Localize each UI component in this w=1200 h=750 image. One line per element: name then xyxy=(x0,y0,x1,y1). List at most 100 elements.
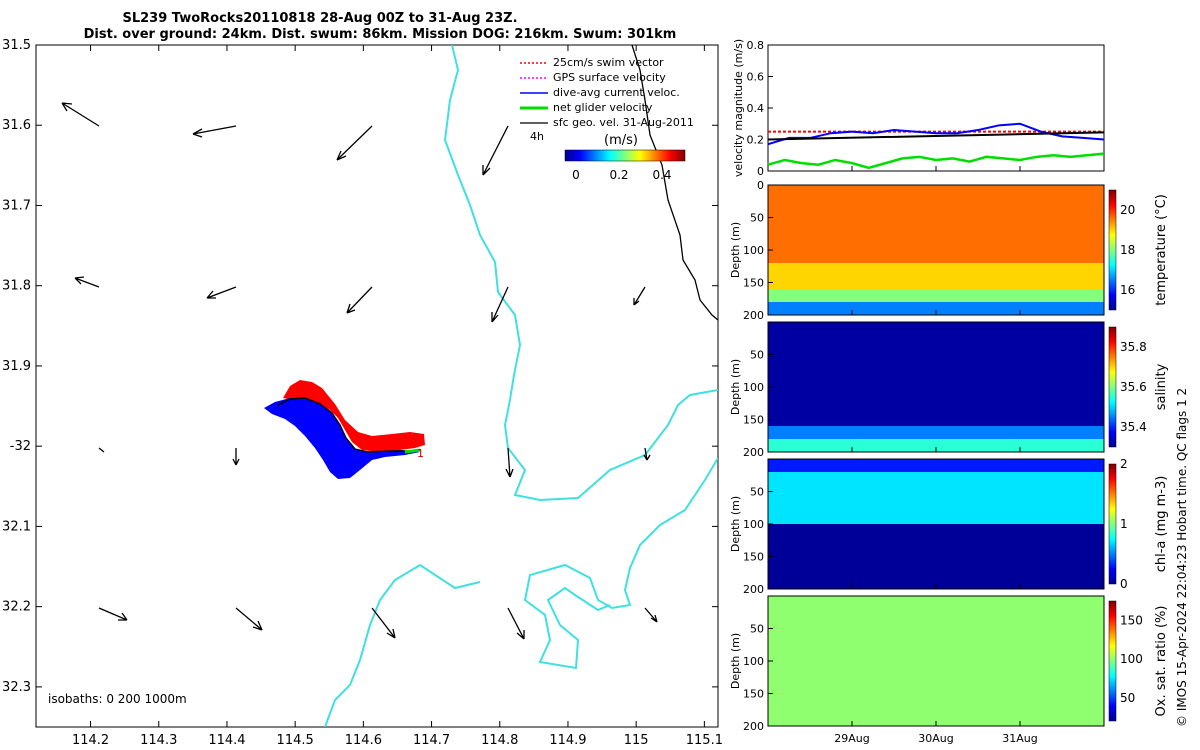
velocity-y-tick-label: 0 xyxy=(757,165,764,178)
velocity-y-tick-label: 0.8 xyxy=(747,39,765,52)
heatmap-layer xyxy=(768,459,1104,472)
map-y-tick-label: 32.2 xyxy=(2,600,31,615)
map-y-tick-label: 31.6 xyxy=(2,118,31,133)
heatmap-colorbar xyxy=(1108,326,1117,448)
geo-arrow xyxy=(371,607,396,639)
geo-arrow xyxy=(192,125,237,138)
map-colorbar-tick: 0.2 xyxy=(609,168,628,182)
heatmap-layer xyxy=(768,289,1104,302)
geo-arrow xyxy=(98,607,128,621)
map-y-tick-label: 32.3 xyxy=(2,680,31,695)
legend-label-net: net glider velocity xyxy=(553,101,653,114)
geo-arrow xyxy=(482,125,509,176)
heatmap-y-tick-label: 150 xyxy=(743,688,764,701)
map-y-tick-label: 31.9 xyxy=(2,359,31,374)
map-panel: 1 25cm/s swim vector GPS surface velocit… xyxy=(2,38,723,748)
legend-net-velocity: net glider velocity xyxy=(520,101,653,114)
time-axis-label: 31Aug xyxy=(1002,732,1037,745)
geo-arrow xyxy=(346,286,373,314)
footer-credit: © IMOS 15-Apr-2024 22:04:23 Hobart time.… xyxy=(1175,388,1189,727)
velocity-frame xyxy=(767,44,1105,172)
heatmap-colorbar-tick: 2 xyxy=(1120,457,1128,471)
heatmap-y-tick-label: 50 xyxy=(750,349,764,362)
map-x-tick-label: 114.4 xyxy=(208,733,245,748)
map-y-tick-label: 32.1 xyxy=(2,519,31,534)
heatmap-layer xyxy=(768,185,1104,263)
map-colorbar xyxy=(564,149,686,162)
heatmap-ylabel: Depth (m) xyxy=(729,496,742,552)
heatmap-colorbar-label: salinity xyxy=(1154,363,1169,410)
geo-arrow xyxy=(507,607,525,640)
geo-arrow xyxy=(633,286,646,306)
heatmap-y-tick-label: 200 xyxy=(743,309,764,322)
velocity-y-tick-label: 0.2 xyxy=(747,134,765,147)
glider-path-line xyxy=(277,397,418,453)
heatmap-colorbar xyxy=(1108,189,1117,311)
map-y-tick-label: 31.5 xyxy=(2,38,31,53)
chlorophyll-panel: 50 100 150 200 Depth (m) 0 1 2 chl-a (mg m-3) xyxy=(729,457,1169,596)
heatmap-colorbar-tick: 16 xyxy=(1120,283,1135,297)
isobath-200m xyxy=(443,45,718,502)
map-x-tick-label: 115 xyxy=(624,733,649,748)
legend-swim-vector: 25cm/s swim vector xyxy=(520,56,664,69)
map-x-tick-label: 114.2 xyxy=(72,733,109,748)
heatmap-ylabel: Depth (m) xyxy=(729,222,742,278)
heatmap-ylabel: Depth (m) xyxy=(729,359,742,415)
isobaths-label: isobaths: 0 200 1000m xyxy=(48,692,187,706)
heatmap-layer xyxy=(768,426,1104,439)
map-x-tick-label: 114.6 xyxy=(345,733,382,748)
heatmap-y-tick-label: 150 xyxy=(743,277,764,290)
temperature-panel: 0 50 100 150 200 Depth (m) 16 18 20 temperature (… xyxy=(729,179,1169,322)
heatmap-y-tick-label: 0 xyxy=(757,179,764,192)
geo-arrow xyxy=(206,286,237,299)
legend-4h-label: 4h xyxy=(530,130,544,143)
legend-current-velocity: dive-avg current veloc. xyxy=(520,86,680,99)
heatmap-y-tick-label: 50 xyxy=(750,486,764,499)
heatmap-colorbar-tick: 50 xyxy=(1120,691,1135,705)
geo-arrow xyxy=(235,607,263,631)
heatmap-y-tick-label: 100 xyxy=(743,244,764,257)
heatmap-y-tick-label: 200 xyxy=(743,720,764,733)
heatmap-y-tick-label: 150 xyxy=(743,414,764,427)
velocity-ylabel: velocity magnitude (m/s) xyxy=(732,39,745,177)
geo-velocity-arrows xyxy=(61,102,658,640)
geo-arrow xyxy=(98,447,105,453)
heatmap-y-tick-label: 50 xyxy=(750,212,764,225)
legend-geo-velocity: sfc geo. vel. 31-Aug-2011 xyxy=(520,116,694,129)
heatmap-colorbar-label: chl-a (mg m-3) xyxy=(1154,476,1169,573)
heatmap-colorbar-tick: 0 xyxy=(1120,577,1128,591)
map-colorbar-tick: 0.4 xyxy=(652,168,671,182)
map-axis-ticks: 114.2 114.3 114.4 114.5 114.6 114.7 114.8 114.9… xyxy=(2,38,723,748)
heatmap-layer xyxy=(768,322,1104,426)
legend-label-swim: 25cm/s swim vector xyxy=(553,56,664,69)
heatmap-colorbar-tick: 20 xyxy=(1120,203,1135,217)
heatmap-layer xyxy=(768,596,1104,726)
title-line-2: Dist. over ground: 24km. Dist. swum: 86k… xyxy=(84,27,677,42)
heatmap-y-tick-label: 100 xyxy=(743,655,764,668)
map-y-tick-label: -32 xyxy=(10,439,31,454)
geo-arrow xyxy=(643,447,651,461)
geo-arrow xyxy=(61,102,100,127)
map-x-tick-label: 114.7 xyxy=(413,733,450,748)
heatmap-colorbar-label: temperature (°C) xyxy=(1154,194,1169,306)
geo-arrow xyxy=(505,447,514,478)
net-velocity-marker xyxy=(404,448,421,454)
heatmap-colorbar-tick: 150 xyxy=(1120,613,1143,627)
sfc-geo-contour xyxy=(631,45,718,321)
heatmap-colorbar-tick: 35.8 xyxy=(1120,340,1147,354)
heatmap-y-tick-label: 200 xyxy=(743,446,764,459)
legend-label-geo: sfc geo. vel. 31-Aug-2011 xyxy=(553,116,694,129)
geo-arrow xyxy=(74,276,100,288)
heatmap-layer xyxy=(768,472,1104,524)
map-y-tick-label: 31.8 xyxy=(2,279,31,294)
map-x-tick-label: 114.5 xyxy=(277,733,314,748)
swim-vector-swath xyxy=(283,380,425,452)
heatmap-y-tick-label: 50 xyxy=(750,623,764,636)
map-colorbar-tick: 0 xyxy=(572,168,580,182)
legend-label-gps: GPS surface velocity xyxy=(553,71,666,84)
geo-arrow xyxy=(336,125,373,161)
geo-arrow xyxy=(232,448,240,466)
velocity-y-tick-label: 0.6 xyxy=(747,71,765,84)
heatmap-y-tick-label: 150 xyxy=(743,551,764,564)
